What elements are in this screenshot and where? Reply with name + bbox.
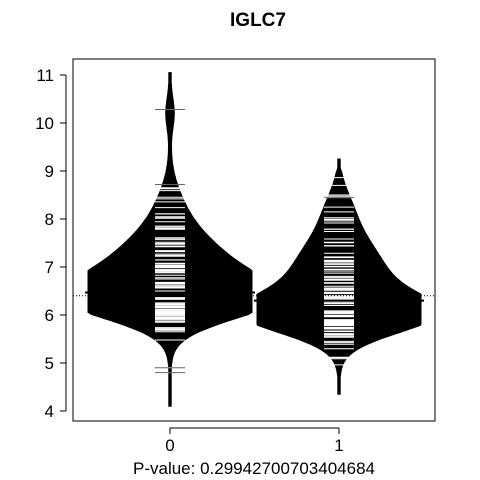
y-tick-label: 10 xyxy=(35,114,54,133)
plot-frame xyxy=(72,58,436,422)
y-tick-label: 8 xyxy=(45,210,54,229)
beans xyxy=(85,72,424,407)
chart-title: IGLC7 xyxy=(230,10,286,31)
y-axis: 4 5 6 7 8 9 10 11 xyxy=(35,66,67,421)
y-tick-label: 11 xyxy=(36,66,54,85)
x-tick-label: 0 xyxy=(165,436,174,455)
y-tick-label: 7 xyxy=(45,258,54,277)
y-tick-label: 6 xyxy=(45,306,54,325)
x-axis-label: P-value: 0.29942700703404684 xyxy=(133,459,375,478)
x-tick-label: 1 xyxy=(334,436,343,455)
y-tick-label: 4 xyxy=(45,402,54,421)
y-tick-label: 5 xyxy=(45,354,54,373)
y-tick-label: 9 xyxy=(45,162,54,181)
